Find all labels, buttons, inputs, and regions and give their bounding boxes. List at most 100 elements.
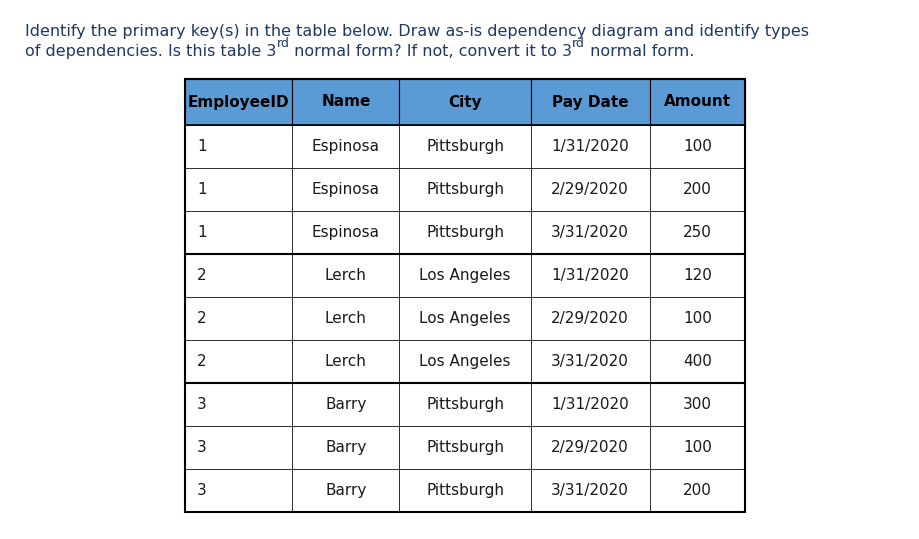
Bar: [185, 383, 292, 426]
Bar: [185, 426, 292, 469]
Bar: [292, 125, 400, 168]
Bar: [400, 383, 530, 426]
Text: 100: 100: [683, 440, 712, 455]
Text: 200: 200: [683, 483, 712, 498]
Text: 2: 2: [197, 268, 207, 283]
Text: 3: 3: [197, 483, 207, 498]
Text: 1: 1: [197, 225, 207, 240]
Text: Pittsburgh: Pittsburgh: [426, 182, 504, 197]
Text: Lerch: Lerch: [325, 311, 367, 326]
Text: 100: 100: [683, 311, 712, 326]
Bar: [530, 426, 650, 469]
Text: Lerch: Lerch: [325, 268, 367, 283]
Bar: [400, 340, 530, 383]
Text: Los Angeles: Los Angeles: [419, 354, 511, 369]
Text: Lerch: Lerch: [325, 354, 367, 369]
Bar: [185, 254, 292, 297]
Text: 1: 1: [197, 139, 207, 154]
Bar: [185, 211, 292, 254]
Text: 2: 2: [197, 354, 207, 369]
Text: Espinosa: Espinosa: [312, 182, 380, 197]
Text: of dependencies. Is this table 3: of dependencies. Is this table 3: [25, 44, 277, 59]
Bar: [292, 469, 400, 512]
Bar: [292, 168, 400, 211]
Bar: [530, 79, 650, 125]
Bar: [650, 211, 745, 254]
Text: Espinosa: Espinosa: [312, 225, 380, 240]
Bar: [400, 168, 530, 211]
Text: Pittsburgh: Pittsburgh: [426, 483, 504, 498]
Bar: [650, 426, 745, 469]
Bar: [530, 297, 650, 340]
Bar: [185, 297, 292, 340]
Bar: [400, 211, 530, 254]
Text: 2/29/2020: 2/29/2020: [551, 311, 629, 326]
Bar: [185, 79, 292, 125]
Text: 3: 3: [197, 440, 207, 455]
Bar: [650, 469, 745, 512]
Bar: [530, 168, 650, 211]
Bar: [292, 254, 400, 297]
Text: Los Angeles: Los Angeles: [419, 268, 511, 283]
Text: 1/31/2020: 1/31/2020: [551, 139, 629, 154]
Bar: [292, 383, 400, 426]
Bar: [650, 254, 745, 297]
Text: 1: 1: [197, 182, 207, 197]
Text: 250: 250: [683, 225, 712, 240]
Bar: [400, 297, 530, 340]
Bar: [185, 125, 292, 168]
Text: Los Angeles: Los Angeles: [419, 311, 511, 326]
Text: Amount: Amount: [664, 94, 731, 109]
Bar: [650, 79, 745, 125]
Bar: [650, 383, 745, 426]
Text: City: City: [448, 94, 482, 109]
Text: Barry: Barry: [325, 440, 367, 455]
Text: Espinosa: Espinosa: [312, 139, 380, 154]
Bar: [185, 168, 292, 211]
Bar: [400, 426, 530, 469]
Bar: [185, 469, 292, 512]
Text: 2: 2: [197, 311, 207, 326]
Bar: [292, 211, 400, 254]
Text: Pittsburgh: Pittsburgh: [426, 440, 504, 455]
Text: 3: 3: [197, 397, 207, 412]
Bar: [530, 254, 650, 297]
Bar: [400, 125, 530, 168]
Text: 3/31/2020: 3/31/2020: [551, 354, 629, 369]
Text: 2/29/2020: 2/29/2020: [551, 182, 629, 197]
Text: 120: 120: [683, 268, 712, 283]
Bar: [650, 340, 745, 383]
Text: Pay Date: Pay Date: [551, 94, 629, 109]
Text: rd: rd: [277, 38, 289, 51]
Text: 3/31/2020: 3/31/2020: [551, 483, 629, 498]
Text: 2/29/2020: 2/29/2020: [551, 440, 629, 455]
Text: normal form.: normal form.: [585, 44, 695, 59]
Text: Pittsburgh: Pittsburgh: [426, 397, 504, 412]
Text: 100: 100: [683, 139, 712, 154]
Text: normal form? If not, convert it to 3: normal form? If not, convert it to 3: [289, 44, 573, 59]
Bar: [185, 340, 292, 383]
Bar: [400, 254, 530, 297]
Bar: [400, 469, 530, 512]
Bar: [530, 469, 650, 512]
Text: 1/31/2020: 1/31/2020: [551, 268, 629, 283]
Text: Pittsburgh: Pittsburgh: [426, 225, 504, 240]
Text: Barry: Barry: [325, 397, 367, 412]
Text: EmployeeID: EmployeeID: [187, 94, 289, 109]
Text: Identify the primary key(s) in the table below. Draw as-is dependency diagram an: Identify the primary key(s) in the table…: [25, 24, 809, 39]
Text: rd: rd: [573, 38, 585, 51]
Bar: [292, 340, 400, 383]
Text: Pittsburgh: Pittsburgh: [426, 139, 504, 154]
Bar: [530, 340, 650, 383]
Bar: [400, 79, 530, 125]
Text: 200: 200: [683, 182, 712, 197]
Text: 300: 300: [683, 397, 712, 412]
Bar: [650, 125, 745, 168]
Text: 3/31/2020: 3/31/2020: [551, 225, 629, 240]
Text: Barry: Barry: [325, 483, 367, 498]
Text: 1/31/2020: 1/31/2020: [551, 397, 629, 412]
Bar: [530, 125, 650, 168]
Bar: [530, 383, 650, 426]
Bar: [530, 211, 650, 254]
Bar: [185, 79, 745, 512]
